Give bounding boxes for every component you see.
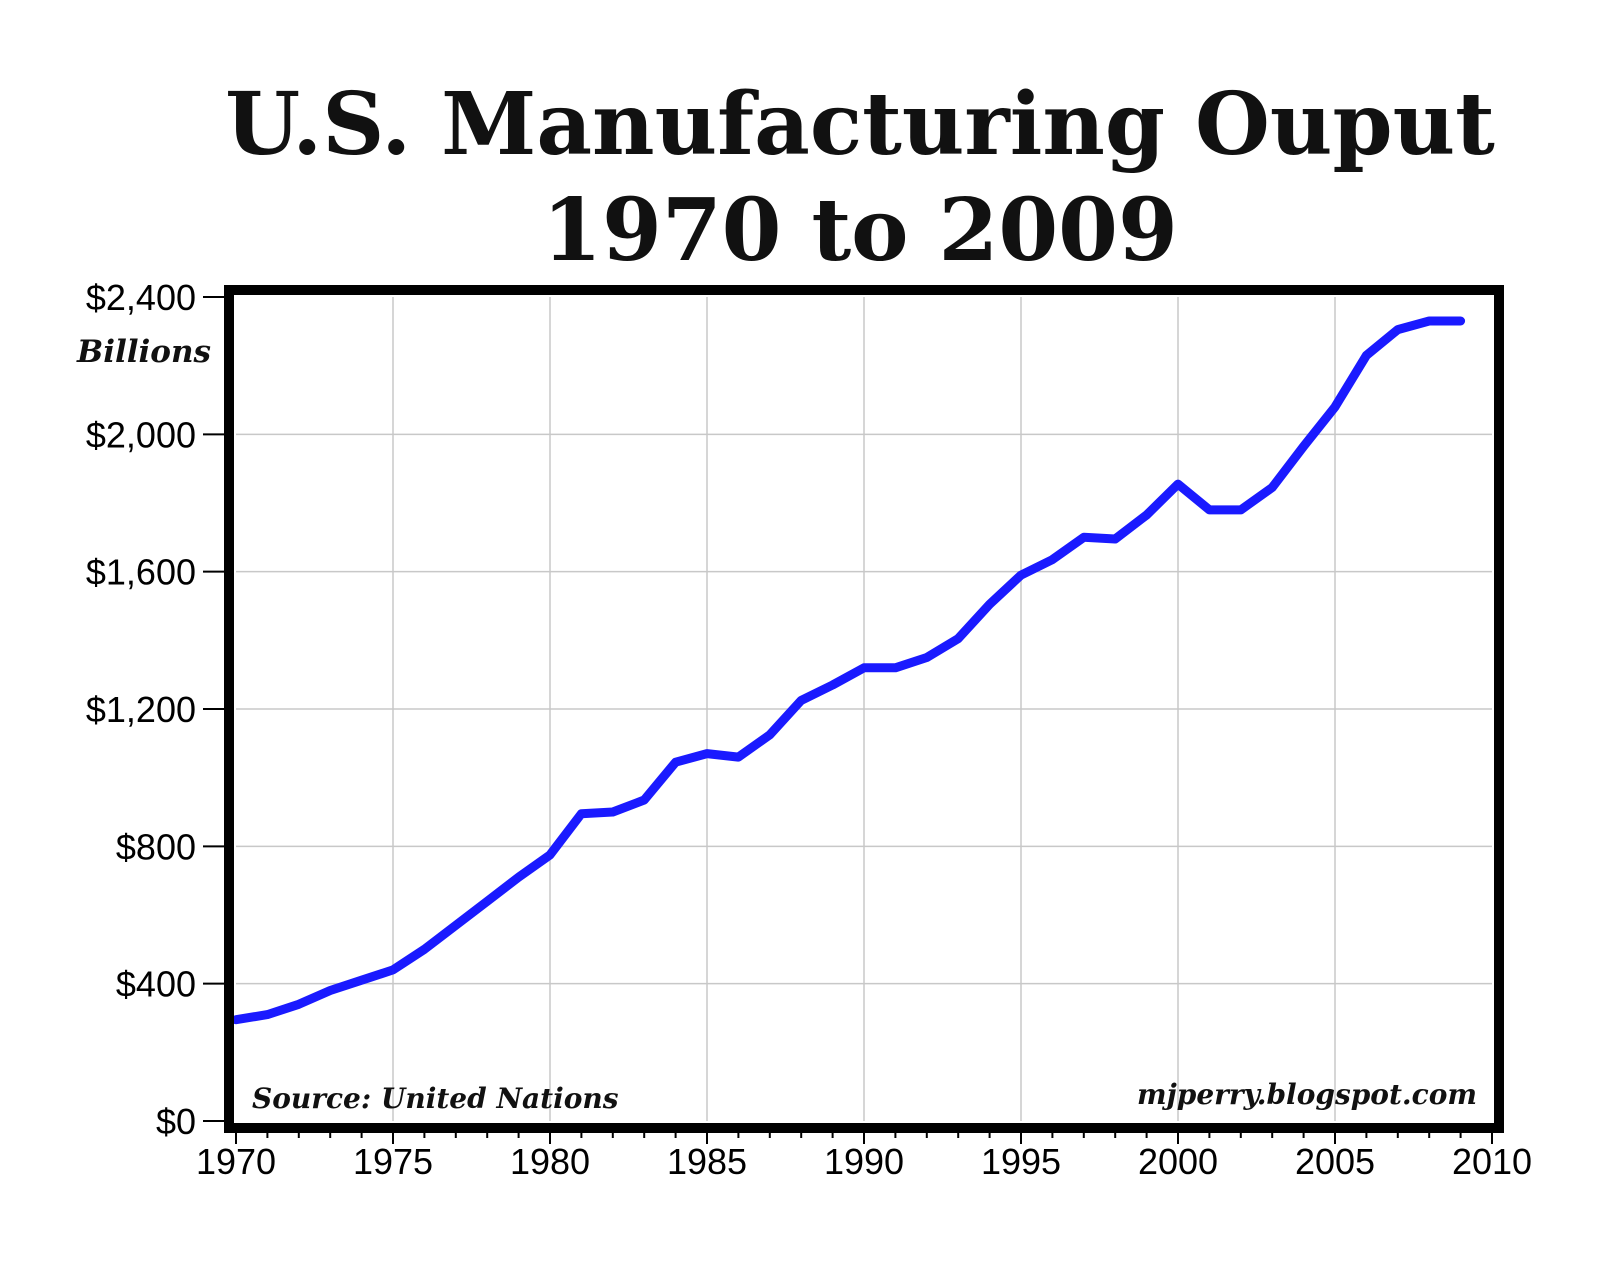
x-tick-label-1970: 1970 [196, 1141, 276, 1182]
x-tick-label-2005: 2005 [1295, 1141, 1375, 1182]
source-note: Source: United Nations [252, 1082, 619, 1115]
y-axis-ticks: $0 $400 $800 $1,200 $1,600 $2,000 $2,400 [86, 277, 224, 1142]
chart-title: U.S. Manufacturing Ouput [225, 74, 1495, 175]
x-tick-label-2000: 2000 [1138, 1141, 1218, 1182]
data-points [233, 318, 1464, 1023]
x-tick-label-1980: 1980 [510, 1141, 590, 1182]
y-tick-label-400: $400 [116, 964, 196, 1005]
y-tick-label-1200: $1,200 [86, 689, 196, 730]
chart-subtitle: 1970 to 2009 [542, 180, 1178, 281]
credit-note: mjperry.blogspot.com [1137, 1078, 1477, 1111]
y-tick-label-0: $0 [156, 1101, 196, 1142]
x-tick-label-1975: 1975 [353, 1141, 433, 1182]
gridlines [236, 297, 1492, 1121]
y-tick-label-2400: $2,400 [86, 277, 196, 318]
x-tick-label-1985: 1985 [667, 1141, 747, 1182]
x-tick-label-1990: 1990 [824, 1141, 904, 1182]
series-line-manufacturing-output [231, 316, 1466, 1025]
x-tick-label-2010: 2010 [1452, 1141, 1532, 1182]
x-axis-ticks: 1970 1975 1980 1985 1990 1995 2000 2005 2010 [196, 1128, 1532, 1182]
y-tick-label-800: $800 [116, 826, 196, 867]
y-tick-label-2000: $2,000 [86, 414, 196, 455]
y-tick-label-1600: $1,600 [86, 552, 196, 593]
y-axis-label: Billions [76, 334, 211, 370]
x-tick-label-1995: 1995 [981, 1141, 1061, 1182]
